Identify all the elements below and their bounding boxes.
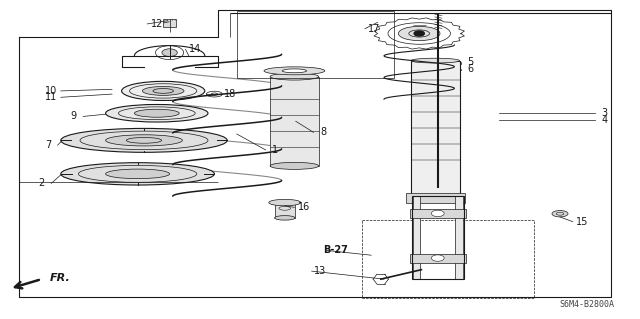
Text: 9: 9 [70,111,77,122]
Ellipse shape [142,86,184,95]
Text: 18: 18 [224,89,237,99]
Text: 10: 10 [45,86,58,96]
Ellipse shape [106,135,182,146]
Text: 6: 6 [467,63,474,74]
Circle shape [414,31,424,36]
Text: 16: 16 [298,202,310,212]
Text: B-27: B-27 [324,245,348,256]
Text: 7: 7 [45,140,51,150]
Ellipse shape [411,195,460,200]
Text: 8: 8 [320,127,326,137]
Ellipse shape [106,105,208,122]
Ellipse shape [106,169,170,179]
Text: 3: 3 [602,108,608,118]
Circle shape [162,49,177,56]
Text: 5: 5 [467,57,474,67]
Bar [410,254,466,263]
Text: 1: 1 [272,145,278,155]
Bar [455,196,463,279]
Circle shape [431,255,444,261]
Ellipse shape [282,69,307,73]
Text: 13: 13 [314,266,326,276]
Ellipse shape [122,81,205,100]
Text: 11: 11 [45,92,58,102]
Bar [275,203,295,218]
Bar [237,11,394,78]
Text: FR.: FR. [50,273,70,283]
Bar [411,61,460,198]
Text: 2: 2 [38,178,45,189]
Text: 14: 14 [189,44,202,55]
Bar [410,209,466,218]
Bar [270,77,319,166]
Bar [412,196,464,279]
Bar [406,193,465,203]
Bar [413,196,420,279]
Text: 4: 4 [602,115,608,125]
Ellipse shape [269,199,301,206]
Ellipse shape [275,216,295,220]
Bar [362,220,534,298]
Text: 17: 17 [368,24,381,34]
Ellipse shape [134,109,179,117]
Bar [163,19,176,27]
Ellipse shape [61,129,227,152]
Ellipse shape [398,26,440,41]
Text: 15: 15 [576,217,589,227]
Ellipse shape [270,162,319,169]
Ellipse shape [552,211,568,217]
Ellipse shape [61,163,214,185]
Ellipse shape [264,67,325,75]
Ellipse shape [411,58,460,63]
Ellipse shape [206,91,223,97]
Text: 12: 12 [150,19,163,29]
Text: S6M4-B2800A: S6M4-B2800A [559,300,614,309]
Circle shape [431,210,444,217]
Ellipse shape [270,73,319,80]
